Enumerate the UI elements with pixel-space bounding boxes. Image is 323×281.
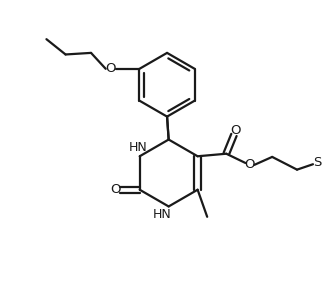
Text: HN: HN (129, 142, 148, 155)
Text: S: S (314, 156, 322, 169)
Text: O: O (106, 62, 116, 75)
Text: HN: HN (152, 208, 171, 221)
Text: O: O (231, 124, 241, 137)
Text: O: O (110, 183, 121, 196)
Text: O: O (244, 158, 255, 171)
